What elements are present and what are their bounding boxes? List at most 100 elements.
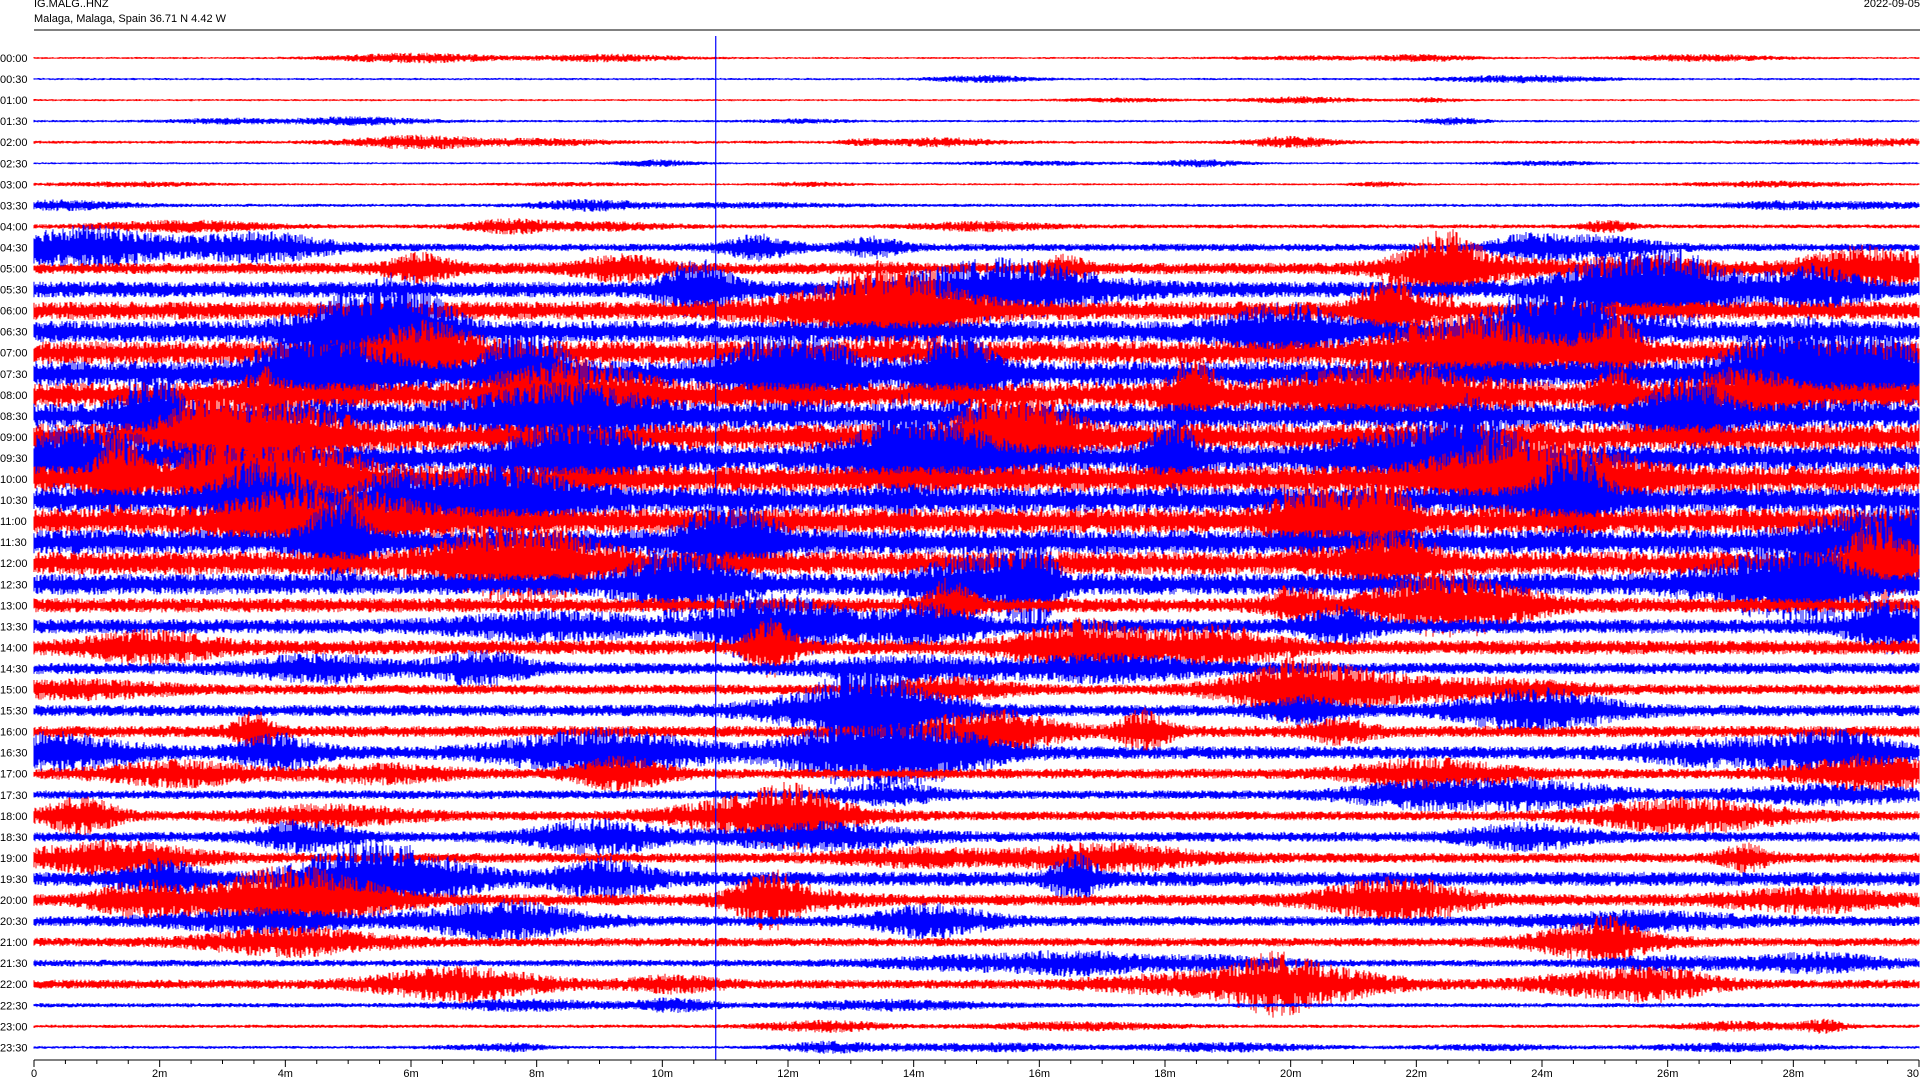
trace-0730: [33, 316, 1920, 430]
row-label: 18:30: [0, 832, 28, 844]
x-tick-label: 4m: [278, 1068, 293, 1080]
row-label: 13:30: [0, 621, 28, 633]
trace-2000: [33, 866, 1920, 936]
row-label: 20:30: [0, 916, 28, 928]
trace-2230: [33, 997, 1920, 1013]
x-tick-label: 20m: [1280, 1068, 1301, 1080]
record-date: 2022-09-05: [1863, 0, 1920, 10]
trace-2130: [33, 950, 1920, 977]
row-label: 06:30: [0, 327, 28, 339]
row-label: 05:00: [0, 264, 28, 276]
trace-1600: [33, 707, 1920, 756]
row-label: 07:30: [0, 369, 28, 381]
trace-1730: [33, 777, 1920, 813]
row-label: 11:00: [0, 516, 27, 528]
trace-1400: [33, 617, 1920, 678]
trace-2300: [33, 1018, 1920, 1034]
row-label: 06:00: [0, 306, 28, 318]
row-label: 17:00: [0, 769, 28, 781]
row-label: 02:30: [0, 158, 28, 170]
trace-1630: [33, 712, 1920, 794]
row-label: 23:00: [0, 1021, 28, 1033]
trace-0700: [33, 308, 1920, 396]
row-label: 14:00: [0, 642, 28, 654]
x-tick-label: 0: [31, 1068, 37, 1080]
row-label: 12:30: [0, 579, 28, 591]
x-tick-label: 18m: [1154, 1068, 1175, 1080]
row-label: 05:30: [0, 285, 28, 297]
row-label: 16:00: [0, 727, 28, 739]
row-label: 09:30: [0, 453, 28, 465]
row-label: 19:00: [0, 853, 28, 865]
row-label: 17:30: [0, 790, 28, 802]
row-label: 08:30: [0, 411, 28, 423]
trace-1430: [33, 649, 1920, 688]
x-tick-label: 22m: [1406, 1068, 1427, 1080]
row-label: 09:00: [0, 432, 28, 444]
x-tick-label: 14m: [903, 1068, 924, 1080]
row-label: 16:30: [0, 748, 28, 760]
row-label: 20:00: [0, 895, 28, 907]
x-axis: 0 2m 4m 6m 8m 10m 12m 14m 16m 18m 20m 22m 24m 26m 28m 3…: [31, 1059, 1920, 1080]
row-label: 15:30: [0, 706, 28, 718]
trace-2030: [33, 898, 1920, 943]
trace-2100: [33, 914, 1920, 970]
trace-1130: [33, 492, 1920, 595]
trace-0100: [33, 96, 1920, 104]
trace-0300: [33, 180, 1920, 188]
row-label: 19:30: [0, 874, 28, 886]
row-label: 23:30: [0, 1042, 28, 1054]
trace-0000: [33, 52, 1920, 64]
trace-1100: [33, 468, 1920, 578]
x-tick-label: 28m: [1783, 1068, 1804, 1080]
trace-1830: [33, 817, 1920, 856]
row-label: 13:00: [0, 600, 28, 612]
trace-1800: [33, 782, 1920, 850]
row-label: 00:00: [0, 53, 28, 65]
row-label: 22:30: [0, 1000, 28, 1012]
trace-1700: [33, 753, 1920, 794]
x-tick-label: 30: [1907, 1068, 1919, 1080]
row-label: 21:30: [0, 958, 28, 970]
trace-0230: [33, 159, 1920, 168]
row-label: 03:30: [0, 200, 28, 212]
row-label: 21:00: [0, 937, 28, 949]
x-tick-label: 26m: [1657, 1068, 1678, 1080]
trace-0030: [33, 74, 1920, 84]
trace-0430: [33, 224, 1920, 271]
row-label: 12:00: [0, 558, 28, 570]
row-label: 01:00: [0, 95, 28, 107]
row-time-labels: 00:00 00:30 01:00 01:30 02:00 02:30 03:00 03:30…: [0, 53, 28, 1054]
row-label: 11:30: [0, 537, 27, 549]
trace-0330: [33, 199, 1920, 212]
trace-2200: [33, 950, 1920, 1018]
row-label: 14:30: [0, 663, 28, 675]
row-label: 04:30: [0, 242, 28, 254]
row-label: 08:00: [0, 390, 28, 402]
x-tick-label: 24m: [1531, 1068, 1552, 1080]
x-tick-label: 10m: [652, 1068, 673, 1080]
row-label: 10:30: [0, 495, 28, 507]
row-label: 10:00: [0, 474, 28, 486]
station-id: IG.MALG..HNZ: [34, 0, 109, 10]
trace-0200: [33, 134, 1920, 150]
x-tick-label: 12m: [777, 1068, 798, 1080]
trace-0400: [33, 218, 1920, 235]
row-label: 02:00: [0, 137, 28, 149]
x-tick-label: 2m: [152, 1068, 167, 1080]
row-label: 00:30: [0, 74, 28, 86]
x-tick-label: 8m: [529, 1068, 544, 1080]
trace-0130: [33, 116, 1920, 126]
row-label: 15:00: [0, 685, 28, 697]
row-label: 01:30: [0, 116, 28, 128]
row-label: 03:00: [0, 179, 28, 191]
station-location: Malaga, Malaga, Spain 36.71 N 4.42 W: [34, 13, 227, 25]
trace-1030: [33, 449, 1920, 551]
row-label: 18:00: [0, 811, 28, 823]
x-tick-label: 16m: [1029, 1068, 1050, 1080]
row-label: 04:00: [0, 221, 28, 233]
x-tick-label: 6m: [403, 1068, 418, 1080]
row-label: 22:00: [0, 979, 28, 991]
trace-1530: [33, 659, 1920, 761]
